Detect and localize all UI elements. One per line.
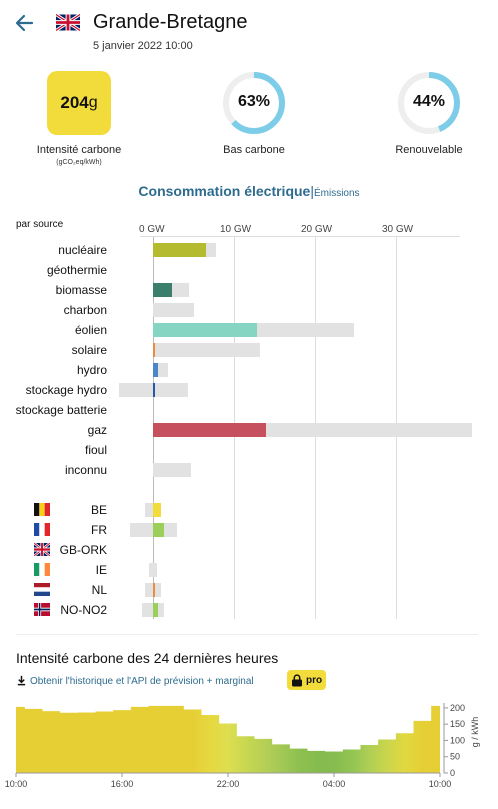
source-label-10: fioul (84, 443, 107, 457)
carbon-intensity-unit-label: (gCO₂eq/kWh) (56, 159, 102, 166)
carbon-intensity-value: 204 (60, 93, 89, 112)
production-bar[interactable] (153, 423, 267, 437)
x-tick-label: 16:00 (111, 779, 134, 789)
be-flag-icon (34, 503, 50, 516)
source-label-6: hydro (76, 363, 107, 377)
axis-tick-label: 30 GW (382, 224, 414, 235)
exchange-capacity-bar (144, 583, 162, 597)
zone-title: Grande-Bretagne (93, 11, 248, 33)
by-source-label: par source (16, 219, 64, 230)
production-bar[interactable] (153, 363, 158, 377)
production-bar[interactable] (153, 343, 155, 357)
gb-flag-icon (33, 541, 51, 558)
source-label-2: biomasse (55, 283, 107, 297)
lock-icon (292, 673, 302, 686)
source-label-4: éolien (74, 323, 107, 337)
capacity-bar (153, 343, 260, 357)
axis-tick-label: 10 GW (220, 224, 252, 235)
exchange-bar[interactable] (153, 603, 158, 617)
history-api-link[interactable]: Obtenir l'historique et l'API de prévisi… (16, 675, 254, 687)
source-label-9: gaz (87, 423, 107, 437)
y-tick-label: 100 (450, 735, 465, 745)
carbon-intensity-badge[interactable]: 204 g (47, 71, 111, 135)
production-chart: 0 GW 10 GW 20 GW 30 GW nucléaire géothermie bi… (15, 224, 473, 619)
datetime-label: 5 janvier 2022 10:00 (93, 40, 193, 52)
exchange-label-4: NL (91, 583, 107, 597)
exchange-label-0: BE (90, 503, 107, 517)
exchange-label-3: IE (95, 563, 107, 577)
divider (16, 634, 478, 635)
renewable-donut[interactable]: 44% (396, 70, 462, 136)
source-label-1: géothermie (46, 263, 107, 277)
production-bar[interactable] (153, 323, 258, 337)
source-label-5: solaire (71, 343, 107, 357)
x-tick-label: 04:00 (323, 779, 346, 789)
x-tick-label: 10:00 (5, 779, 28, 789)
download-icon (17, 675, 26, 686)
history-area-chart: 10:00 16:00 22:00 04:00 10:00 200 150 100 50 0 g /… (5, 703, 480, 789)
carbon-intensity-area (16, 705, 440, 773)
back-arrow-icon (15, 14, 34, 32)
renewable-donut-arc (398, 72, 460, 134)
y-axis-unit: g / kWh (470, 717, 480, 748)
exchange-bar[interactable] (153, 583, 156, 597)
exchange-label-2: GB-ORK (59, 543, 107, 557)
no-flag-icon (34, 603, 50, 616)
y-tick-label: 200 (450, 703, 465, 713)
y-tick-label: 150 (450, 719, 465, 729)
source-label-11: inconnu (64, 463, 107, 477)
history-link-text: Obtenir l'historique et l'API de prévisi… (30, 676, 254, 687)
exchange-label-1: FR (91, 523, 107, 537)
renewable-value: 44% (412, 93, 446, 110)
tab-separator: | (310, 183, 314, 199)
carbon-intensity-unit: g (88, 94, 98, 111)
nl-flag-icon (34, 583, 50, 596)
emissions-tab[interactable]: Émissions (313, 188, 360, 199)
uk-flag-icon (55, 13, 81, 32)
axis-tick-label: 20 GW (301, 224, 333, 235)
production-bar[interactable] (153, 243, 207, 257)
carbon-intensity-label: Intensité carbone (36, 144, 122, 156)
exchange-label-5: NO-NO2 (60, 603, 107, 617)
source-label-8: stockage batterie (15, 403, 107, 417)
y-tick-label: 50 (450, 752, 460, 762)
section-title: Consommation électrique|Émissions (0, 183, 498, 199)
back-button[interactable] (12, 10, 38, 36)
axis-line (140, 236, 460, 237)
source-label-0: nucléaire (58, 243, 107, 257)
axis-tick-label: 0 GW (139, 224, 165, 235)
production-bar[interactable] (153, 283, 172, 297)
y-tick-label: 0 (450, 768, 455, 778)
pro-label: pro (306, 674, 323, 686)
exchange-bar[interactable] (153, 523, 165, 537)
production-bar[interactable] (153, 383, 155, 397)
x-tick-label: 22:00 (217, 779, 240, 789)
capacity-bar (153, 463, 192, 477)
fr-flag-icon (34, 523, 50, 536)
history-title: Intensité carbone des 24 dernières heure… (16, 650, 279, 666)
consumption-tab[interactable]: Consommation électrique (138, 183, 311, 199)
capacity-bar (153, 303, 195, 317)
x-tick-label: 10:00 (429, 779, 452, 789)
source-label-7: stockage hydro (25, 383, 107, 397)
low-carbon-donut-arc (223, 72, 285, 134)
exchange-capacity-bar (141, 603, 165, 617)
source-label-3: charbon (63, 303, 107, 317)
low-carbon-donut[interactable]: 63% (221, 70, 287, 136)
ie-flag-icon (34, 563, 50, 576)
renewable-label: Renouvelable (395, 144, 463, 156)
pro-badge[interactable]: pro (287, 670, 327, 690)
exchange-capacity-bar (148, 563, 158, 577)
exchange-bar[interactable] (153, 503, 162, 517)
low-carbon-label: Bas carbone (223, 144, 285, 156)
low-carbon-value: 63% (237, 93, 271, 110)
